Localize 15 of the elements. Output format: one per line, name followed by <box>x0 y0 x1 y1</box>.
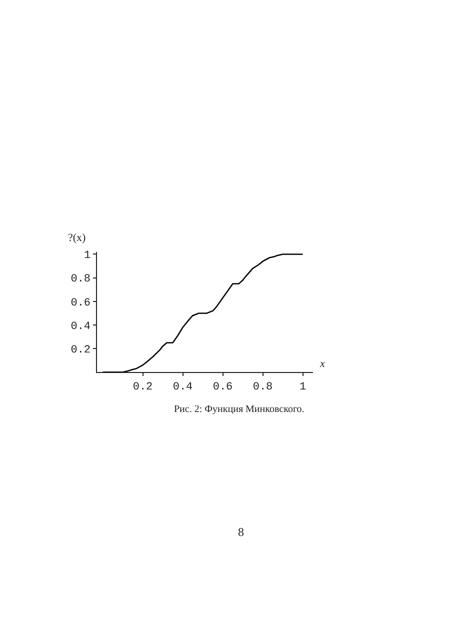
x-tick-label: 0.8 <box>252 381 273 394</box>
x-tick-label: 0.4 <box>172 381 194 394</box>
text: 8 <box>238 525 244 539</box>
y-tick-label: 0.2 <box>70 344 91 356</box>
y-tick-label: 0.4 <box>70 320 91 333</box>
x-axis-title: x <box>319 358 325 370</box>
y-tick-label: 0.8 <box>70 274 91 286</box>
line-series <box>102 254 304 372</box>
y-tick-label: 1 <box>84 250 91 262</box>
x-tick-label: 0.6 <box>212 381 233 394</box>
y-axis-title: ?(x) <box>68 232 86 244</box>
y-tick-label: 0.6 <box>70 297 91 310</box>
x-tick-label: 0.2 <box>132 381 153 394</box>
text: Рис. 2: Функция Минковского. <box>174 404 304 415</box>
x-tick-label: 1 <box>299 381 306 394</box>
